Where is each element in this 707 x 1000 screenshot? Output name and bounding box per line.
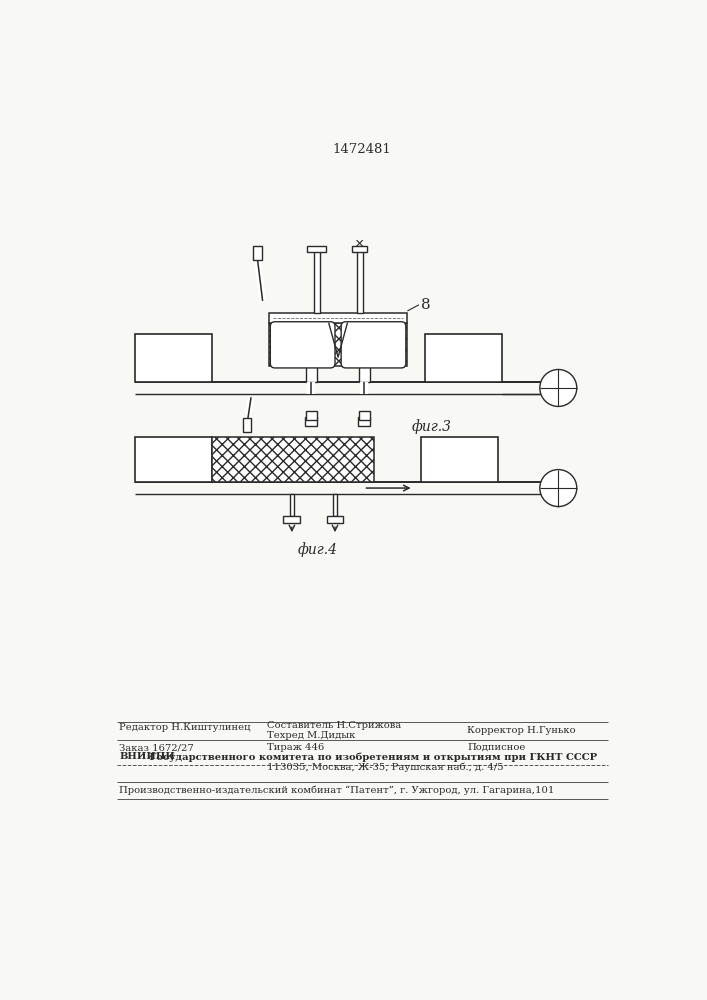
Text: Редактор Н.Киштулинец: Редактор Н.Киштулинец	[119, 723, 251, 732]
Bar	[212, 437, 373, 482]
Bar	[359, 411, 370, 420]
Text: Производственно-издательский комбинат “Патент”, г. Ужгород, ул. Гагарина,101: Производственно-издательский комбинат “П…	[119, 786, 555, 795]
Text: 8: 8	[421, 298, 431, 312]
Text: 113035, Москва, Ж-35, Раушская наб., д. 4/5: 113035, Москва, Ж-35, Раушская наб., д. …	[267, 762, 504, 772]
Bar	[269, 323, 407, 366]
Bar	[358, 417, 370, 426]
Text: Техред М.Дидык: Техред М.Дидык	[267, 731, 356, 740]
Bar	[327, 516, 344, 523]
Bar	[334, 494, 337, 516]
Bar	[284, 516, 300, 523]
Bar	[308, 246, 326, 252]
Bar	[305, 411, 317, 420]
Text: фиг.3: фиг.3	[411, 419, 451, 434]
Text: Государственного комитета по изобретениям и открытиям при ГКНТ СССР: Государственного комитета по изобретения…	[146, 752, 597, 762]
Bar	[269, 312, 407, 323]
Bar	[352, 246, 368, 252]
Bar	[135, 437, 212, 482]
Text: Подписное: Подписное	[467, 743, 526, 752]
Text: фиг.4: фиг.4	[297, 542, 337, 557]
Text: ВНИИПИ: ВНИИПИ	[119, 752, 175, 761]
Circle shape	[540, 470, 577, 507]
Text: Заказ 1672/27: Заказ 1672/27	[119, 743, 194, 752]
Bar	[357, 251, 363, 312]
Bar	[305, 366, 317, 382]
Bar	[305, 417, 317, 426]
FancyBboxPatch shape	[270, 322, 335, 368]
FancyBboxPatch shape	[341, 322, 406, 368]
Text: 1472481: 1472481	[332, 143, 392, 156]
Bar	[135, 334, 212, 382]
Bar	[314, 251, 320, 312]
Circle shape	[540, 369, 577, 406]
Bar	[359, 366, 370, 382]
Bar	[425, 334, 502, 382]
Text: Составитель Н.Стрижова: Составитель Н.Стрижова	[267, 721, 402, 730]
Bar	[252, 246, 262, 260]
Bar	[421, 437, 498, 482]
Text: Корректор Н.Гунько: Корректор Н.Гунько	[467, 726, 576, 735]
Bar	[291, 494, 294, 516]
Bar	[243, 418, 251, 432]
Text: Тираж 446: Тираж 446	[267, 743, 325, 752]
